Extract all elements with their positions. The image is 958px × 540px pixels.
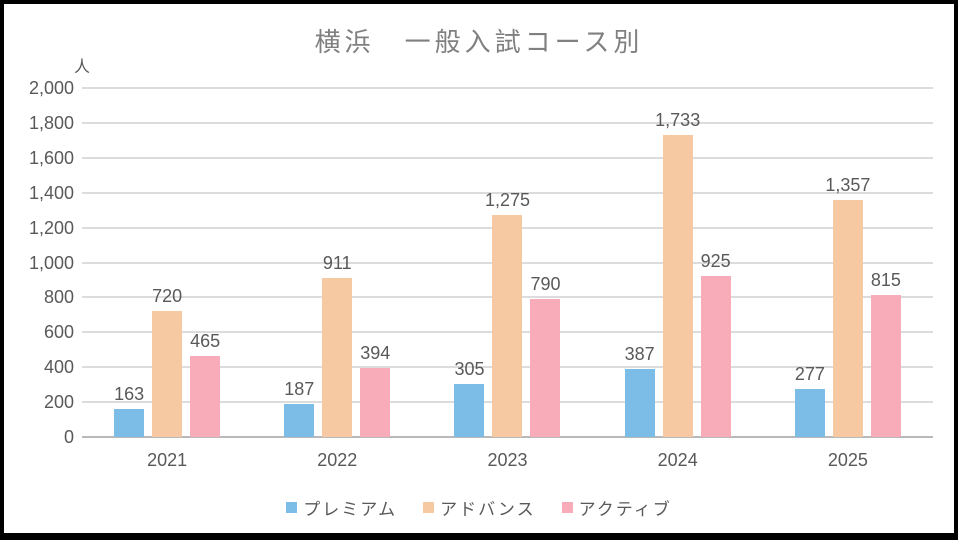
y-tick-label: 600	[43, 322, 74, 343]
legend-swatch-active	[561, 502, 573, 513]
bar-advance-2021	[152, 311, 183, 437]
bar-premium-2025	[794, 388, 825, 437]
bar-active-2024	[700, 275, 731, 437]
data-label-active-2022: 394	[360, 343, 391, 364]
x-tick-label-2025: 2025	[827, 450, 868, 470]
barwrap-active-2021: 465	[190, 331, 221, 437]
x-axis-line	[82, 436, 933, 438]
bar-group-2022: 187 911 394	[252, 253, 422, 437]
bar-advance-2022	[322, 278, 353, 437]
chart-title: 横浜 一般入試コース別	[314, 27, 644, 57]
barwrap-advance-2023: 1,275	[485, 190, 530, 437]
y-tick-label: 1,400	[28, 182, 74, 203]
barwrap-premium-2021: 163	[114, 384, 145, 437]
legend-item-active: アクティブ	[561, 495, 672, 520]
data-label-advance-2023: 1,275	[484, 189, 531, 210]
bar-active-2021	[190, 355, 221, 437]
data-label-premium-2023: 305	[454, 358, 485, 379]
y-tick-label: 0	[63, 427, 74, 447]
data-label-premium-2022: 187	[284, 379, 315, 400]
barwrap-premium-2022: 187	[284, 379, 315, 437]
data-label-active-2025: 815	[870, 269, 901, 290]
barwrap-advance-2021: 720	[152, 286, 183, 437]
barwrap-active-2024: 925	[700, 251, 731, 437]
barwrap-premium-2025: 277	[794, 364, 825, 437]
x-axis-tick-labels: 2021 2022 2023 2024 2025	[82, 450, 933, 474]
data-label-premium-2025: 277	[794, 363, 825, 384]
y-axis-tick-labels: 0 200 400 600 800 1,000 1,200 1,400 1,600 1,800 2,…	[4, 78, 74, 447]
y-tick-label: 200	[43, 392, 74, 413]
barwrap-advance-2025: 1,357	[825, 175, 870, 437]
legend-swatch-advance	[423, 502, 435, 513]
y-tick-label: 1,200	[28, 217, 74, 238]
bar-active-2022	[360, 368, 391, 437]
y-tick-label: 1,000	[28, 252, 74, 273]
data-label-premium-2024: 387	[624, 344, 655, 365]
legend-label-active: アクティブ	[578, 500, 672, 519]
bar-group-2025: 277 1,357 815	[763, 175, 933, 437]
bar-premium-2022	[284, 404, 315, 437]
bar-group-2024: 387 1,733 925	[593, 110, 763, 437]
y-tick-label: 800	[43, 287, 74, 308]
data-label-active-2021: 465	[190, 330, 221, 351]
barwrap-premium-2023: 305	[454, 359, 485, 437]
data-label-advance-2022: 911	[322, 253, 352, 274]
y-axis-unit-label: 人	[74, 59, 91, 76]
legend: プレミアム アドバンス アクティブ	[4, 495, 954, 520]
y-tick-label: 2,000	[28, 78, 74, 98]
bar-group-2023: 305 1,275 790	[422, 190, 592, 437]
y-gridline	[82, 156, 933, 159]
plot-area: 163 720 465 187 911 394 305 1,275 790 387 1,733 925…	[82, 87, 933, 438]
barwrap-advance-2024: 1,733	[655, 110, 700, 437]
bar-group-2021: 163 720 465	[82, 286, 252, 437]
data-label-advance-2021: 720	[152, 286, 183, 307]
y-gridline	[82, 87, 933, 89]
data-label-advance-2024: 1,733	[655, 109, 701, 130]
barwrap-premium-2024: 387	[624, 344, 655, 437]
bar-advance-2024	[662, 134, 693, 437]
barwrap-active-2022: 394	[360, 343, 391, 437]
y-gridline	[82, 121, 933, 124]
bar-advance-2023	[492, 214, 523, 437]
legend-item-premium: プレミアム	[286, 495, 397, 520]
data-label-advance-2025: 1,357	[825, 175, 871, 196]
bar-active-2025	[870, 294, 901, 437]
x-tick-label-2023: 2023	[487, 450, 528, 470]
legend-label-advance: アドバンス	[440, 500, 536, 519]
legend-label-premium: プレミアム	[303, 500, 398, 519]
legend-swatch-premium	[286, 502, 298, 513]
barwrap-active-2025: 815	[870, 270, 901, 437]
barwrap-active-2023: 790	[530, 274, 561, 437]
barwrap-advance-2022: 911	[322, 253, 353, 437]
x-tick-label-2021: 2021	[147, 450, 188, 470]
data-label-premium-2021: 163	[114, 383, 145, 404]
x-tick-label-2024: 2024	[657, 450, 698, 470]
y-tick-label: 1,600	[28, 147, 74, 168]
bar-premium-2021	[114, 408, 145, 437]
y-tick-label: 1,800	[28, 112, 74, 133]
bar-premium-2024	[624, 369, 655, 437]
bar-active-2023	[530, 299, 561, 437]
y-gridline	[82, 191, 933, 194]
legend-item-advance: アドバンス	[423, 495, 536, 520]
bar-premium-2023	[454, 383, 485, 437]
x-tick-label-2022: 2022	[317, 450, 358, 470]
data-label-active-2023: 790	[530, 274, 561, 295]
y-tick-label: 400	[43, 357, 74, 378]
bar-advance-2025	[832, 200, 863, 437]
data-label-active-2024: 925	[700, 250, 731, 271]
